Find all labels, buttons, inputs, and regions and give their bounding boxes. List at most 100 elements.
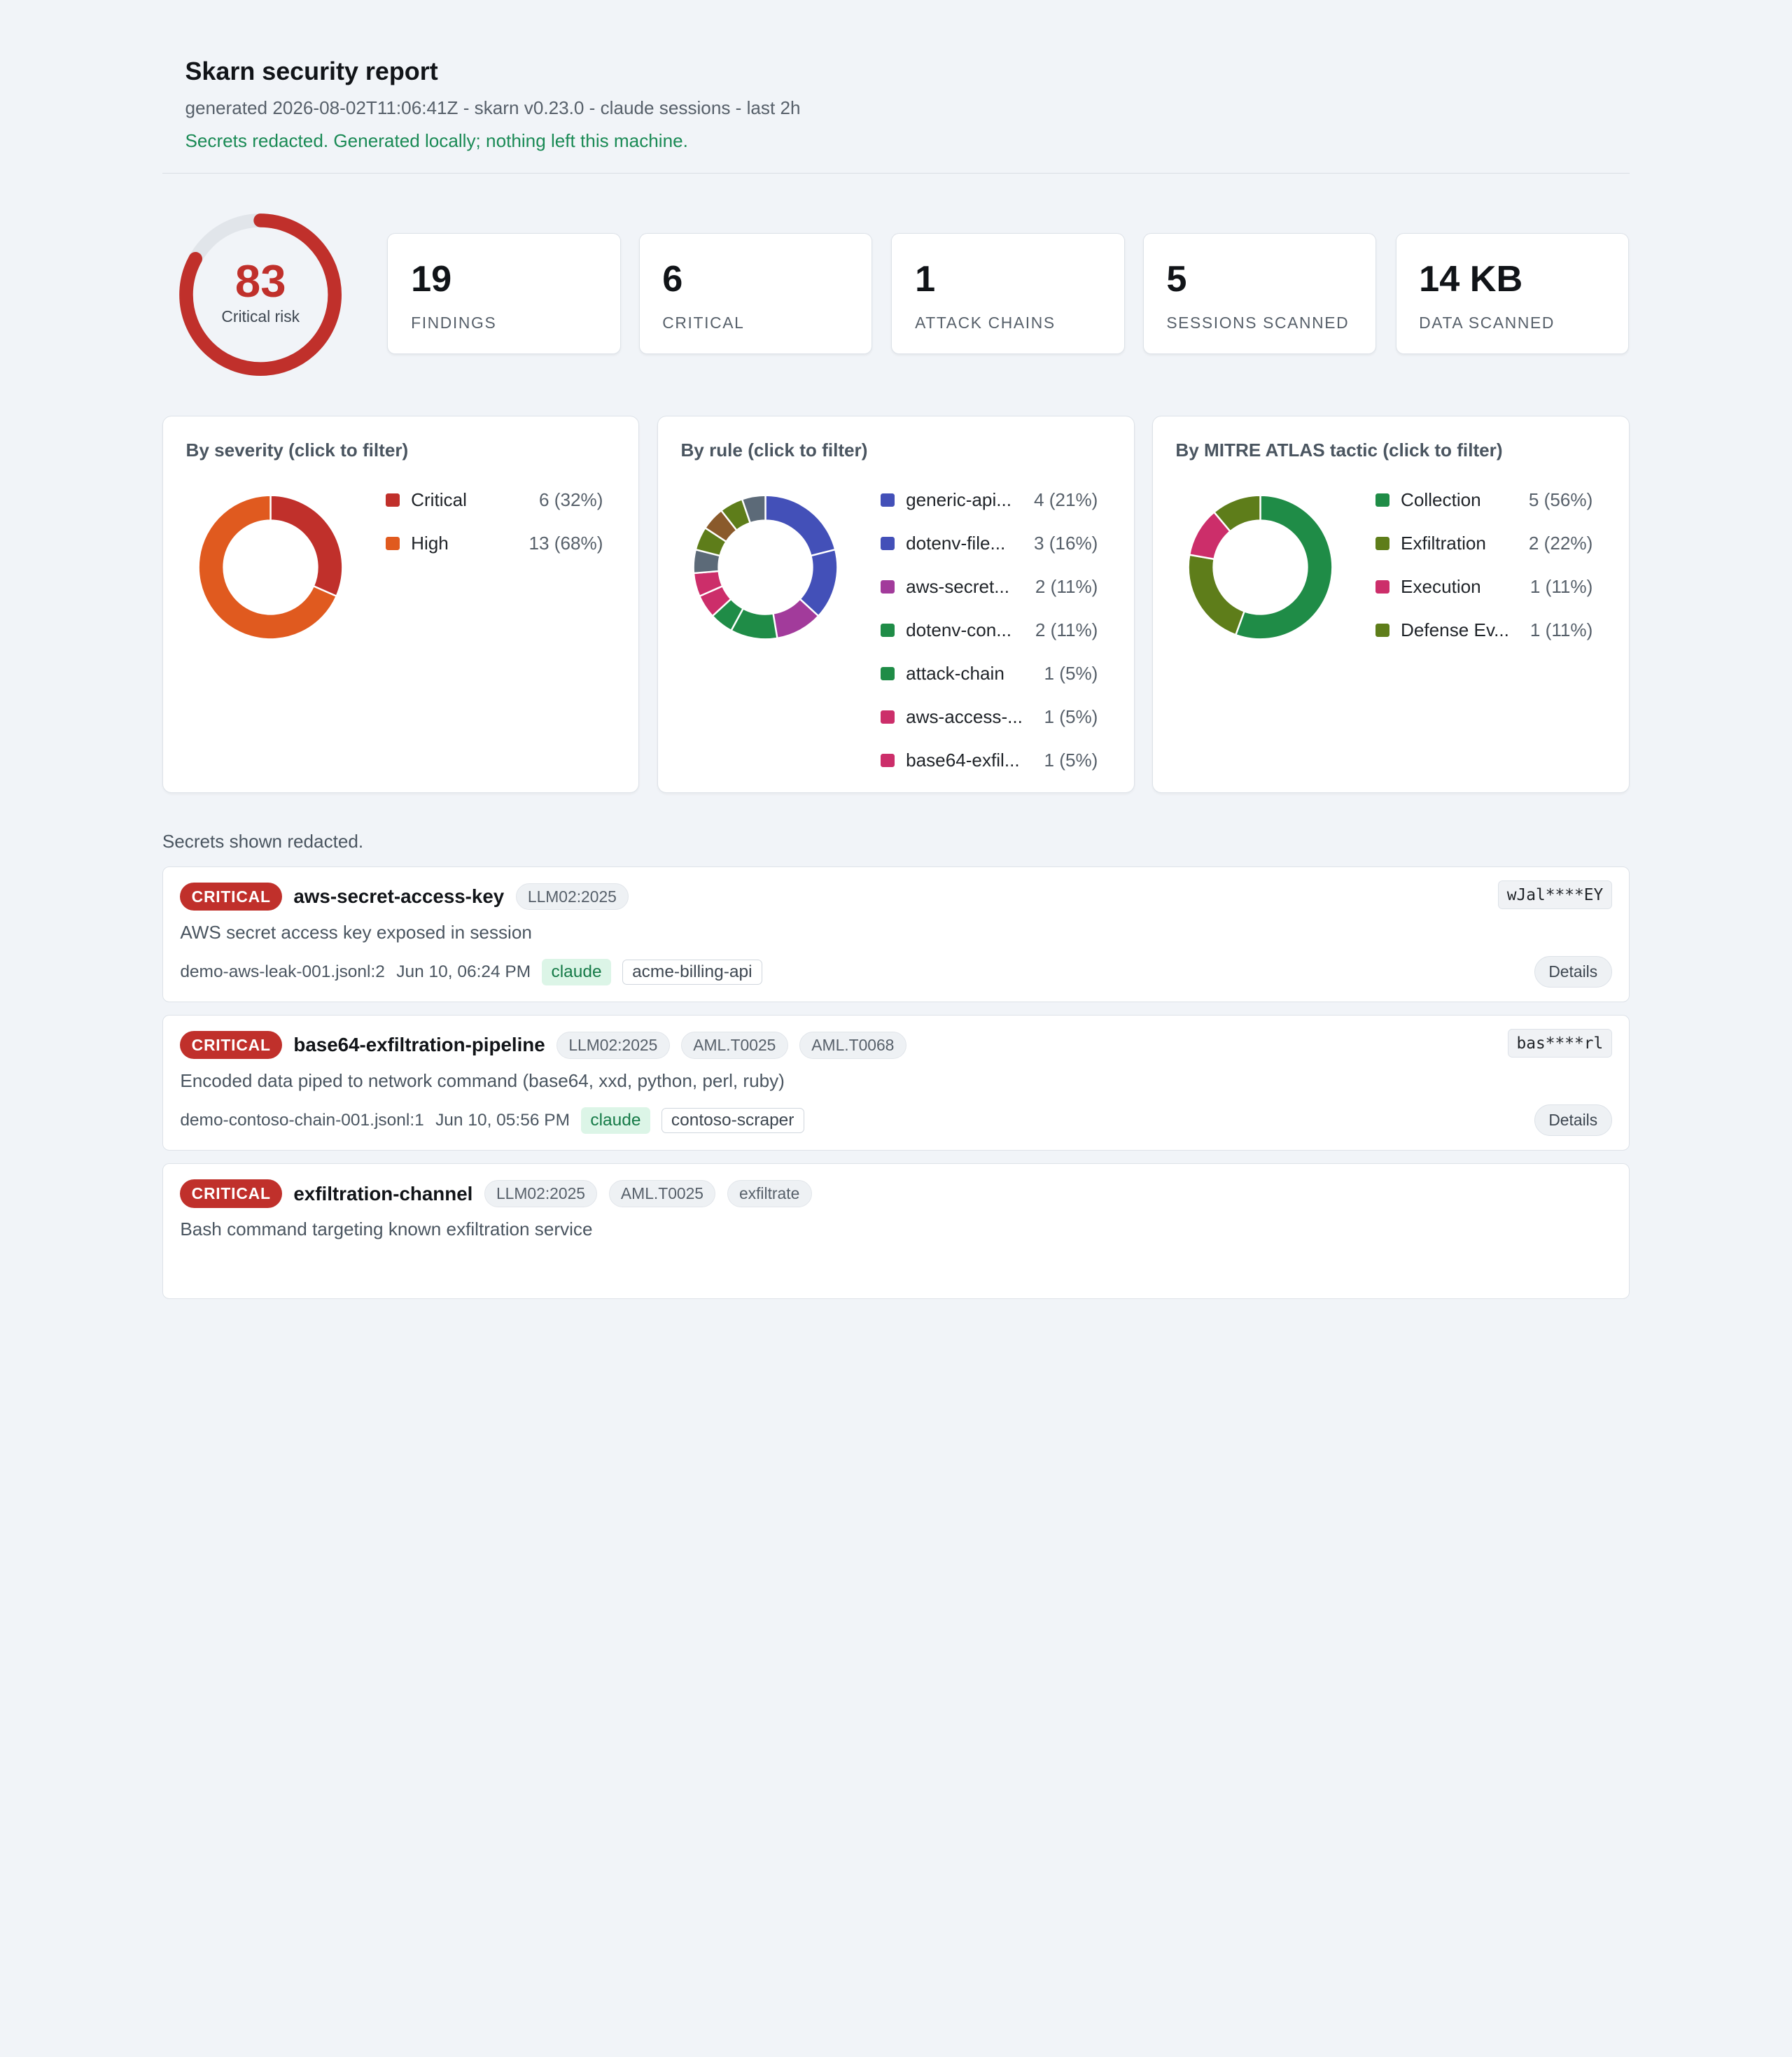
framework-tag[interactable]: AML.T0025 xyxy=(608,1180,716,1207)
framework-tag[interactable]: LLM02:2025 xyxy=(515,883,629,911)
framework-tag[interactable]: AML.T0068 xyxy=(799,1031,906,1059)
legend-item[interactable]: Exfiltration 2 (22%) xyxy=(1376,531,1592,575)
agent-pill: claude xyxy=(542,958,611,985)
legend-item[interactable]: dotenv-con... 2 (11%) xyxy=(881,618,1098,661)
project-pill: contoso-scraper xyxy=(661,1107,804,1134)
finding-meta: demo-contoso-chain-001.jsonl:1 Jun 10, 0… xyxy=(180,1104,804,1137)
framework-tag[interactable]: AML.T0025 xyxy=(680,1031,788,1059)
finding-location[interactable]: demo-contoso-chain-001.jsonl:1 xyxy=(180,1111,424,1130)
legend-value: 6 (32%) xyxy=(538,489,603,510)
legend-label: Defense Ev... xyxy=(1401,619,1509,640)
finding-description: Encoded data piped to network command (b… xyxy=(180,1070,785,1092)
stat-card-data-scanned: 14 KB DATA SCANNED xyxy=(1395,233,1629,355)
finding-time: Jun 10, 06:24 PM xyxy=(396,962,531,981)
legend-item[interactable]: Execution 1 (11%) xyxy=(1376,575,1592,618)
legend-value: 13 (68%) xyxy=(528,532,603,554)
stat-label: CRITICAL xyxy=(662,314,745,332)
legend-item[interactable]: Critical 6 (32%) xyxy=(386,488,603,531)
details-button[interactable]: Details xyxy=(1534,955,1612,988)
tactic-slice-exfiltration[interactable] xyxy=(1187,554,1245,637)
legend-item[interactable]: aws-secret... 2 (11%) xyxy=(881,575,1098,618)
finding-description: AWS secret access key exposed in session xyxy=(180,921,532,943)
severity-badge: CRITICAL xyxy=(180,1031,283,1060)
rule-donut-chart[interactable] xyxy=(692,494,839,640)
report-subtitle: generated 2026-08-02T11:06:41Z - skarn v… xyxy=(185,97,801,119)
rule-slice-other[interactable] xyxy=(741,494,766,525)
legend-swatch xyxy=(881,753,895,768)
legend-label: generic-api... xyxy=(906,489,1012,510)
tactic-panel: By MITRE ATLAS tactic (click to filter) … xyxy=(1152,416,1630,794)
legend-swatch xyxy=(1376,580,1390,594)
stat-value: 1 xyxy=(915,258,936,300)
legend-item[interactable]: Defense Ev... 1 (11%) xyxy=(1376,618,1592,661)
redaction-note: Secrets shown redacted. xyxy=(162,830,364,852)
legend-label: attack-chain xyxy=(906,662,1004,684)
finding-description: Bash command targeting known exfiltratio… xyxy=(180,1219,593,1240)
severity-panel: By severity (click to filter) Critical 6 … xyxy=(162,416,639,794)
finding-rule-name: base64-exfiltration-pipeline xyxy=(293,1034,545,1056)
stat-label: ATTACK CHAINS xyxy=(915,314,1056,332)
page-title: Skarn security report xyxy=(185,57,438,86)
privacy-notice: Secrets redacted. Generated locally; not… xyxy=(185,130,688,152)
report-header: Skarn security report generated 2026-08-… xyxy=(162,0,1630,154)
stat-card-sessions: 5 SESSIONS SCANNED xyxy=(1142,233,1376,355)
stat-label: FINDINGS xyxy=(411,314,497,332)
severity-badge: CRITICAL xyxy=(180,1179,283,1208)
legend-item[interactable]: attack-chain 1 (5%) xyxy=(881,661,1098,705)
report-container: Skarn security report generated 2026-08-… xyxy=(162,0,1630,379)
finding-rule-name: exfiltration-channel xyxy=(293,1182,473,1205)
stat-label: DATA SCANNED xyxy=(1419,314,1555,332)
redacted-secret: wJal****EY xyxy=(1498,880,1612,910)
finding-card[interactable]: CRITICAL aws-secret-access-key LLM02:202… xyxy=(162,866,1630,1002)
legend-swatch xyxy=(881,710,895,724)
severity-donut-chart[interactable] xyxy=(197,494,344,640)
tactic-donut-chart[interactable] xyxy=(1187,494,1334,640)
details-button[interactable]: Details xyxy=(1534,1104,1612,1137)
legend-swatch xyxy=(881,536,895,551)
rule-slice-generic-api[interactable] xyxy=(764,494,836,557)
legend-item[interactable]: base64-exfil... 1 (5%) xyxy=(881,748,1098,792)
tactic-legend: Collection 5 (56%) Exfiltration 2 (22%) Exec… xyxy=(1376,488,1592,661)
legend-value: 5 (56%) xyxy=(1528,489,1593,510)
severity-legend: Critical 6 (32%) High 13 (68%) xyxy=(386,488,603,575)
legend-swatch xyxy=(881,666,895,681)
finding-time: Jun 10, 05:56 PM xyxy=(435,1111,570,1130)
legend-label: base64-exfil... xyxy=(906,749,1020,771)
stat-value: 14 KB xyxy=(1419,258,1523,300)
panel-title: By MITRE ATLAS tactic (click to filter) xyxy=(1175,439,1503,461)
stat-card-findings: 19 FINDINGS xyxy=(387,233,621,355)
legend-item[interactable]: dotenv-file... 3 (16%) xyxy=(881,531,1098,575)
finding-header: CRITICAL exfiltration-channel LLM02:2025… xyxy=(180,1178,812,1210)
legend-item[interactable]: generic-api... 4 (21%) xyxy=(881,488,1098,531)
stat-value: 6 xyxy=(662,258,683,300)
project-pill: acme-billing-api xyxy=(622,959,762,985)
finding-card[interactable]: CRITICAL exfiltration-channel LLM02:2025… xyxy=(162,1163,1630,1300)
legend-label: dotenv-con... xyxy=(906,619,1012,640)
legend-swatch xyxy=(1376,623,1390,638)
finding-location[interactable]: demo-aws-leak-001.jsonl:2 xyxy=(180,962,385,981)
legend-swatch xyxy=(386,493,400,507)
legend-item[interactable]: aws-access-... 1 (5%) xyxy=(881,705,1098,748)
risk-gauge-ring xyxy=(179,213,342,377)
legend-label: dotenv-file... xyxy=(906,532,1006,554)
framework-tag[interactable]: LLM02:2025 xyxy=(556,1031,670,1059)
framework-tag[interactable]: exfiltrate xyxy=(727,1180,812,1207)
stat-card-critical: 6 CRITICAL xyxy=(638,233,872,355)
header-divider xyxy=(162,172,1630,174)
finding-card[interactable]: CRITICAL base64-exfiltration-pipeline LL… xyxy=(162,1014,1630,1151)
framework-tag[interactable]: LLM02:2025 xyxy=(484,1180,598,1207)
redacted-secret: bas****rl xyxy=(1508,1029,1612,1058)
tactic-slice-collection[interactable] xyxy=(1234,494,1334,640)
legend-value: 2 (11%) xyxy=(1035,619,1098,640)
severity-slice-high[interactable] xyxy=(197,494,338,640)
legend-item[interactable]: High 13 (68%) xyxy=(386,531,603,575)
legend-swatch xyxy=(1376,536,1390,551)
severity-slice-critical[interactable] xyxy=(270,494,344,598)
legend-item[interactable]: Collection 5 (56%) xyxy=(1376,488,1592,531)
legend-swatch xyxy=(881,493,895,507)
legend-value: 2 (22%) xyxy=(1528,532,1593,554)
tactic-slice-defense-ev[interactable] xyxy=(1212,494,1261,533)
legend-label: Collection xyxy=(1401,489,1481,510)
legend-label: aws-secret... xyxy=(906,575,1010,597)
